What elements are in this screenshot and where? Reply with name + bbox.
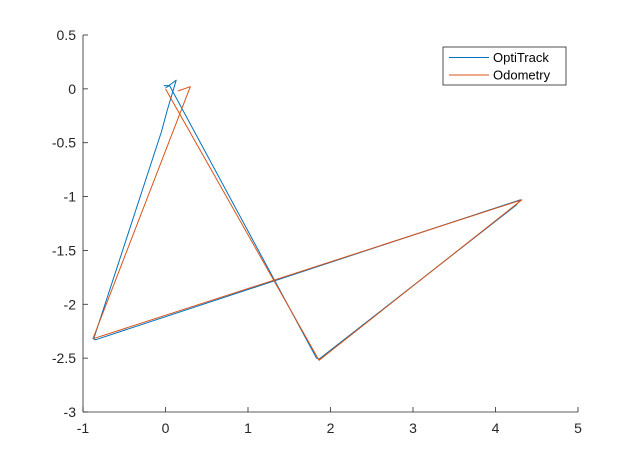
y-tick-label: -2.5 — [52, 350, 76, 366]
axes-layer: -1 0 1 2 3 4 5 0.5 0 -0.5 -1 -1.5 -2 -2.5 -3 — [52, 27, 582, 436]
x-tick-label: 5 — [574, 420, 582, 436]
x-tick-label: 0 — [162, 420, 170, 436]
legend: OptiTrack Odometry — [442, 46, 567, 86]
y-tick-label: -1 — [64, 189, 77, 205]
x-tick-label: -1 — [77, 420, 90, 436]
series-line-optitrack — [93, 79, 521, 360]
legend-label-odometry: Odometry — [493, 68, 551, 83]
y-tick-label: -1.5 — [52, 242, 76, 258]
y-tick-label: 0.5 — [57, 27, 77, 43]
series-line-odometry — [92, 86, 523, 361]
y-tick-label: 0 — [68, 81, 76, 97]
y-tick-label: -0.5 — [52, 135, 76, 151]
legend-label-optitrack: OptiTrack — [493, 50, 549, 65]
legend-box — [442, 46, 567, 86]
x-tick-label: 1 — [244, 420, 252, 436]
y-tick-label: -3 — [64, 404, 77, 420]
x-tick-label: 3 — [409, 420, 417, 436]
x-tick-label: 4 — [492, 420, 500, 436]
x-tick-label: 2 — [327, 420, 335, 436]
series-layer — [92, 79, 523, 361]
y-tick-label: -2 — [64, 296, 77, 312]
